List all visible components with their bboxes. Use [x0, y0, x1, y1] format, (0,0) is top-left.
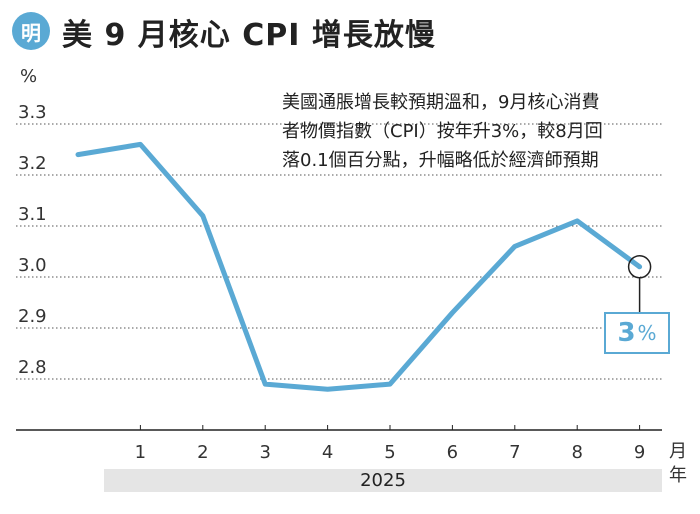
y-tick-label: 3.3: [18, 102, 47, 123]
series-line: [75, 141, 643, 392]
x-axis-unit: 月 年: [667, 440, 689, 488]
x-tick-label: 3: [259, 442, 270, 463]
year-band: [104, 469, 662, 492]
x-tick-label: 1: [135, 442, 146, 463]
page-title: 美 9 月核心 CPI 增長放慢: [62, 18, 436, 53]
y-tick-label: 3.1: [18, 204, 47, 225]
annotation-line: 者物價指數（CPI）按年升3%，較8月回: [282, 121, 603, 142]
y-tick-label: 2.8: [18, 357, 47, 378]
brand-logo-icon: 明: [12, 12, 50, 50]
y-axis-unit: %: [20, 66, 38, 87]
chart-annotation: 美國通脹增長較預期溫和，9月核心消費 者物價指數（CPI）按年升3%，較8月回 …: [282, 88, 682, 175]
x-axis-unit-year: 年: [669, 465, 687, 486]
callout-unit: %: [637, 321, 657, 345]
x-tick-label: 4: [322, 442, 333, 463]
x-tick-label: 2: [197, 442, 208, 463]
y-tick-label: 2.9: [18, 306, 47, 327]
latest-value-callout: 3 %: [604, 312, 670, 354]
y-tick-label: 3.0: [18, 255, 47, 276]
year-label: 2025: [360, 470, 406, 491]
x-tick-label: 6: [447, 442, 458, 463]
callout-value: 3: [617, 318, 636, 348]
x-tick-label: 5: [384, 442, 395, 463]
x-axis-unit-month: 月: [669, 441, 687, 462]
y-tick-label: 3.2: [18, 153, 47, 174]
x-tick-label: 7: [509, 442, 520, 463]
x-tick-label: 9: [634, 442, 645, 463]
x-tick-label: 8: [571, 442, 582, 463]
annotation-line: 落0.1個百分點，升幅略低於經濟師預期: [282, 150, 599, 171]
annotation-line: 美國通脹增長較預期溫和，9月核心消費: [282, 92, 600, 113]
